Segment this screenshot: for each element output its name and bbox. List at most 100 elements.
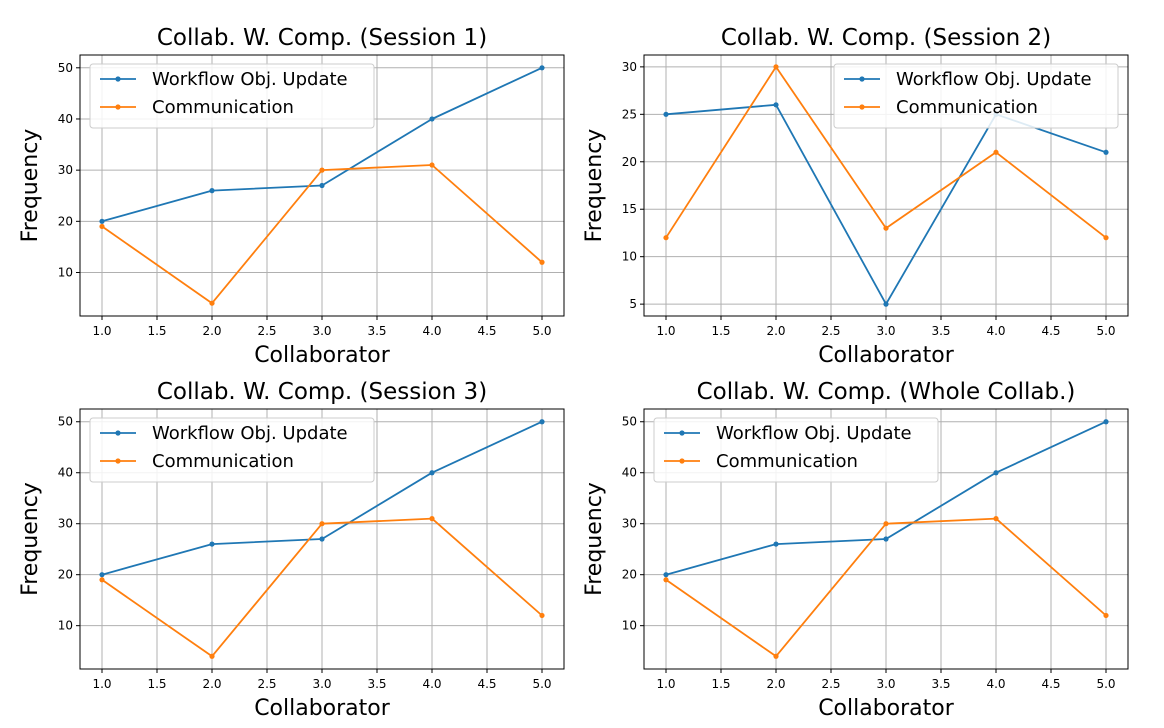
data-point — [883, 536, 889, 542]
data-point — [773, 541, 779, 547]
plot-frame — [643, 408, 1129, 670]
data-point — [993, 149, 999, 155]
y-tick-label: 30 — [58, 163, 73, 177]
data-point — [99, 572, 105, 578]
data-point — [539, 259, 545, 265]
data-point — [773, 64, 779, 70]
x-tick-label: 3.0 — [312, 677, 331, 691]
data-point — [1103, 235, 1109, 241]
x-axis-label: Collaborator — [818, 696, 955, 721]
data-point — [429, 516, 435, 522]
legend: Workflow Obj. Update Communication — [89, 417, 375, 483]
chart-panel-1: 1.0 1.5 2.0 2.5 3.0 3.5 4.0 4.5 5.0 10 20 30 40 50 Col… — [18, 25, 565, 368]
x-tick-label: 5.0 — [532, 324, 551, 338]
legend-entry-label: Workflow Obj. Update — [716, 423, 912, 444]
chart-title: Collab. W. Comp. (Whole Collab.) — [697, 379, 1076, 405]
y-tick-label: 15 — [622, 202, 637, 216]
y-tick-label: 30 — [58, 517, 73, 531]
y-tick-label: 30 — [622, 60, 637, 74]
x-tick-label: 3.0 — [876, 677, 895, 691]
y-tick-label: 25 — [622, 107, 637, 121]
x-tick-label: 4.0 — [986, 324, 1005, 338]
y-tick-label: 50 — [622, 415, 637, 429]
legend-entry-label: Workflow Obj. Update — [152, 423, 348, 444]
legend: Workflow Obj. Update Communication — [89, 63, 375, 129]
data-point — [429, 470, 435, 476]
legend-entry-label: Communication — [152, 97, 294, 118]
y-axis-label: Frequency — [18, 129, 43, 243]
x-tick-label: 5.0 — [1096, 324, 1115, 338]
x-tick-label: 2.5 — [821, 677, 840, 691]
data-point — [209, 188, 215, 194]
x-tick-label: 1.5 — [711, 324, 730, 338]
legend-swatch-marker — [115, 104, 121, 110]
legend-swatch-marker — [679, 430, 685, 436]
x-tick-label: 1.0 — [92, 677, 111, 691]
data-point — [319, 182, 325, 189]
legend-swatch-marker — [115, 430, 121, 436]
legend-entry-label: Workflow Obj. Update — [896, 69, 1092, 90]
x-axis-label: Collaborator — [254, 696, 391, 721]
x-tick-label: 3.0 — [876, 324, 895, 338]
y-tick-label: 10 — [58, 266, 73, 280]
plot-frame — [79, 408, 565, 670]
x-tick-label: 4.0 — [986, 677, 1005, 691]
x-tick-label: 1.0 — [656, 324, 675, 338]
data-point — [993, 470, 999, 476]
x-axis-label: Collaborator — [818, 343, 955, 368]
y-tick-label: 5 — [629, 297, 637, 311]
x-tick-label: 2.0 — [766, 677, 785, 691]
plot-frame — [643, 54, 1129, 317]
legend-swatch-marker — [679, 458, 685, 464]
data-point — [663, 572, 669, 578]
legend-box — [89, 417, 375, 483]
x-tick-label: 5.0 — [1096, 677, 1115, 691]
data-point — [1103, 419, 1109, 425]
data-point — [99, 577, 105, 583]
x-tick-label: 1.5 — [147, 677, 166, 691]
y-tick-label: 10 — [58, 619, 73, 633]
data-point — [99, 223, 105, 230]
y-axis-label: Frequency — [18, 482, 43, 596]
y-axis-label: Frequency — [582, 482, 607, 596]
plot-frame — [79, 54, 565, 317]
data-point — [209, 300, 215, 306]
x-tick-label: 1.5 — [147, 324, 166, 338]
x-tick-label: 3.5 — [367, 677, 386, 691]
y-tick-label: 20 — [622, 568, 637, 582]
x-tick-label: 2.0 — [202, 677, 221, 691]
y-tick-label: 40 — [622, 466, 637, 480]
data-point — [663, 577, 669, 583]
data-point — [429, 162, 435, 168]
chart-panel-2: 1.0 1.5 2.0 2.5 3.0 3.5 4.0 4.5 5.0 5 10 15 20 25 30 Co… — [582, 25, 1129, 368]
data-point — [99, 218, 105, 224]
y-tick-label: 20 — [58, 568, 73, 582]
y-tick-label: 40 — [58, 466, 73, 480]
x-tick-label: 1.5 — [711, 677, 730, 691]
legend-entry-label: Communication — [716, 451, 858, 472]
x-axis-label: Collaborator — [254, 343, 391, 368]
y-tick-label: 10 — [622, 250, 637, 264]
x-tick-label: 2.0 — [766, 324, 785, 338]
x-tick-label: 2.5 — [257, 677, 276, 691]
chart-title: Collab. W. Comp. (Session 2) — [721, 25, 1051, 51]
x-tick-label: 2.5 — [821, 324, 840, 338]
data-point — [209, 541, 215, 547]
legend-swatch-marker — [859, 104, 865, 110]
data-point — [773, 653, 779, 659]
y-tick-label: 50 — [58, 61, 73, 75]
data-point — [539, 419, 545, 425]
data-point — [883, 225, 889, 231]
data-point — [319, 521, 325, 527]
y-tick-label: 20 — [622, 155, 637, 169]
x-tick-label: 4.5 — [477, 324, 496, 338]
x-tick-label: 4.0 — [422, 677, 441, 691]
data-point — [429, 116, 435, 122]
legend-swatch-marker — [115, 458, 121, 464]
y-tick-label: 10 — [622, 619, 637, 633]
chart-panel-4: 1.0 1.5 2.0 2.5 3.0 3.5 4.0 4.5 5.0 10 20 30 40 50 Col… — [582, 379, 1129, 721]
x-tick-label: 2.0 — [202, 324, 221, 338]
data-point — [319, 536, 325, 542]
legend: Workflow Obj. Update Communication — [653, 417, 939, 483]
